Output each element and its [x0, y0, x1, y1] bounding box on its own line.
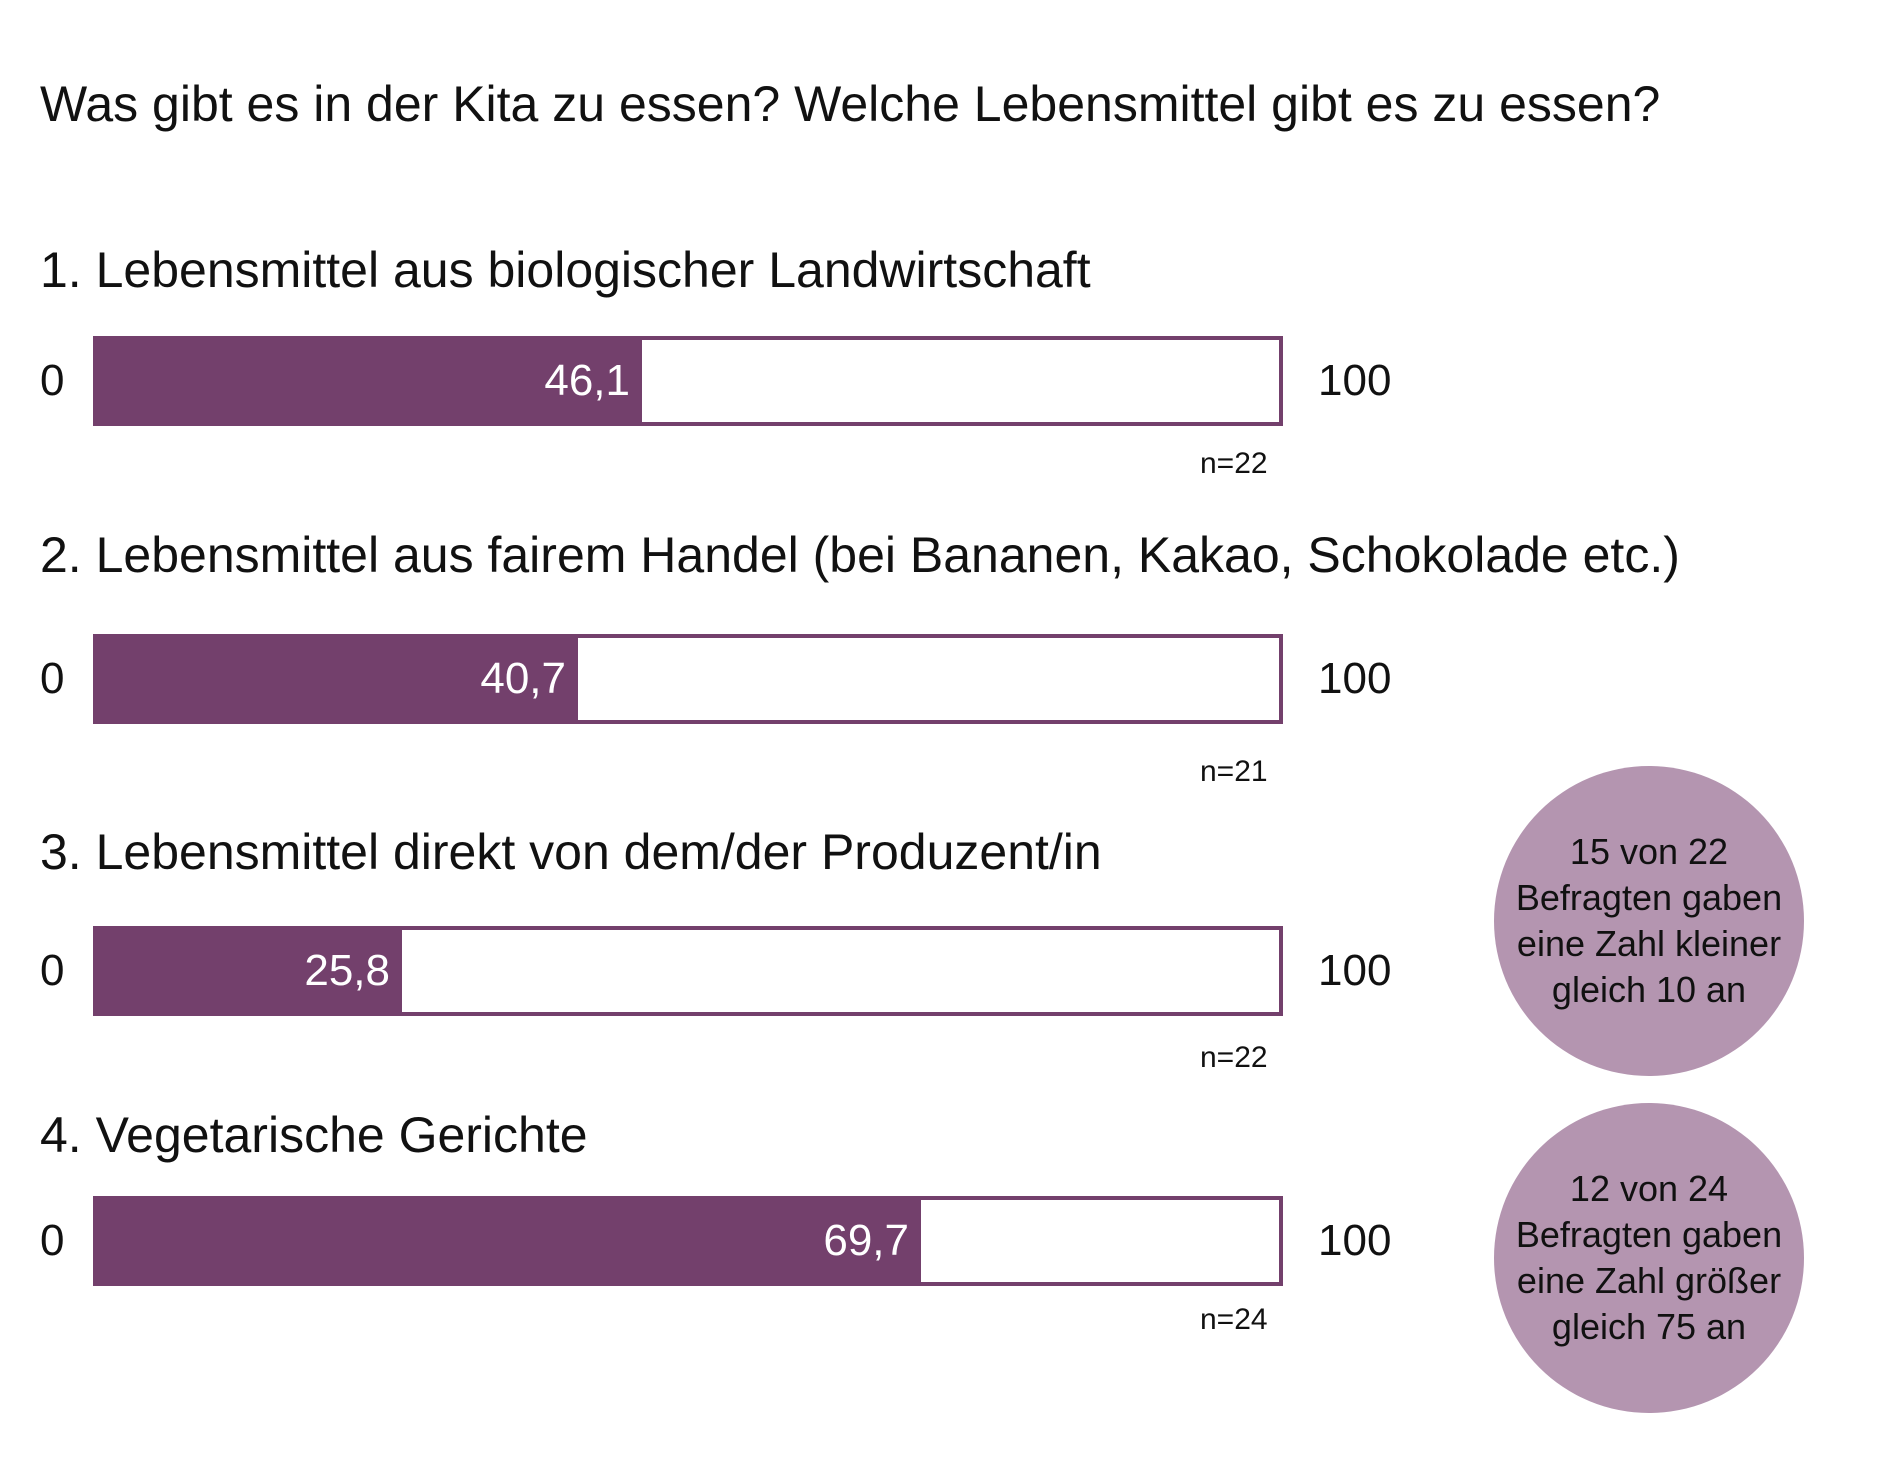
- sample-size-label: n=22: [1200, 1041, 1268, 1074]
- chart-title: Was gibt es in der Kita zu essen? Welche…: [40, 76, 1661, 132]
- sample-size-label: n=21: [1200, 755, 1268, 788]
- annotation-line: 12 von 24: [1569, 1168, 1729, 1209]
- question-label: 2. Lebensmittel aus fairem Handel (bei B…: [40, 527, 1680, 583]
- annotation-line: 15 von 22: [1569, 831, 1729, 872]
- bar-value-label: 40,7: [480, 654, 566, 703]
- annotation-bubble: 15 von 22 Befragten gaben eine Zahl kleine…: [1494, 766, 1804, 1076]
- axis-min-label: 0: [40, 1216, 65, 1265]
- axis-min-label: 0: [40, 946, 65, 995]
- annotation-line: Befragten gaben: [1515, 877, 1783, 918]
- bar: [97, 1200, 921, 1282]
- bar-value-label: 25,8: [304, 946, 390, 995]
- axis-min-label: 0: [40, 356, 65, 405]
- bar: [97, 638, 578, 720]
- axis-max-label: 100: [1318, 1216, 1392, 1265]
- bar-value-label: 69,7: [823, 1216, 909, 1265]
- annotation-line: gleich 10 an: [1551, 969, 1747, 1010]
- sample-size-label: n=24: [1200, 1303, 1268, 1336]
- bar-track: 69,7: [93, 1196, 1283, 1286]
- bar: [97, 930, 402, 1012]
- question-label: 1. Lebensmittel aus biologischer Landwir…: [40, 242, 1091, 298]
- annotation-text: 15 von 22 Befragten gaben eine Zahl kleine…: [1504, 829, 1794, 1013]
- annotation-line: gleich 75 an: [1551, 1306, 1747, 1347]
- bar-track: 25,8: [93, 926, 1283, 1016]
- bar-track: 46,1: [93, 336, 1283, 426]
- axis-max-label: 100: [1318, 654, 1392, 703]
- axis-max-label: 100: [1318, 946, 1392, 995]
- annotation-line: eine Zahl größer: [1516, 1260, 1782, 1301]
- bar: [97, 340, 642, 422]
- bar-value-label: 46,1: [544, 356, 630, 405]
- annotation-bubble: 12 von 24 Befragten gaben eine Zahl größer…: [1494, 1103, 1804, 1413]
- annotation-line: eine Zahl kleiner: [1516, 923, 1782, 964]
- axis-max-label: 100: [1318, 356, 1392, 405]
- question-label: 3. Lebensmittel direkt von dem/der Produ…: [40, 824, 1102, 880]
- annotation-text: 12 von 24 Befragten gaben eine Zahl größer…: [1504, 1166, 1794, 1350]
- bar-track: 40,7: [93, 634, 1283, 724]
- annotation-line: Befragten gaben: [1515, 1214, 1783, 1255]
- axis-min-label: 0: [40, 654, 65, 703]
- sample-size-label: n=22: [1200, 447, 1268, 480]
- question-label: 4. Vegetarische Gerichte: [40, 1107, 588, 1163]
